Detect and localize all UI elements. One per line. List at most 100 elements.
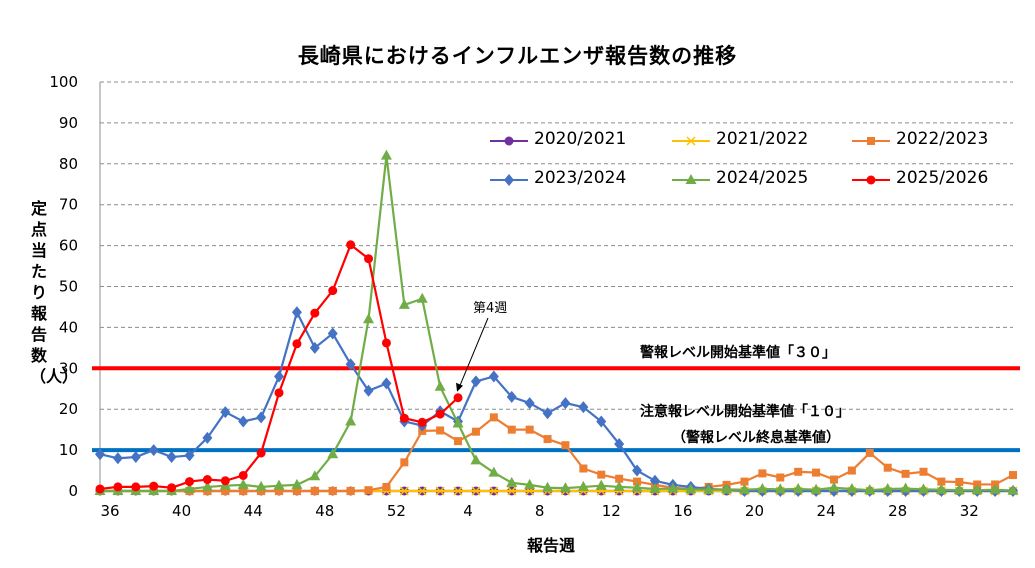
data-point-2025-2026: [131, 482, 141, 492]
data-point-2024-2025: [452, 417, 464, 428]
data-point-2024-2025: [756, 482, 768, 493]
data-point-2022-2023: [561, 441, 570, 450]
data-point-2022-2023: [400, 458, 409, 467]
data-point-2025-2026: [274, 388, 284, 398]
data-point-2024-2025: [524, 478, 536, 489]
data-point-2024-2025: [201, 480, 213, 491]
data-point-2024-2025: [184, 482, 196, 493]
data-point-2025-2026: [435, 409, 445, 419]
legend-marker-diamond: [490, 174, 528, 186]
x-tick-label: 28: [888, 502, 907, 520]
data-point-2022-2023: [221, 487, 230, 495]
data-point-2024-2025: [1007, 484, 1019, 495]
data-point-2022-2023: [776, 473, 785, 482]
y-tick-label: 90: [59, 114, 78, 132]
data-point-2022-2023: [597, 470, 606, 479]
data-point-2021-2022: [489, 486, 499, 496]
data-point-2025-2026: [292, 339, 302, 349]
data-point-2022-2023: [633, 477, 642, 486]
data-point-2023-2024: [381, 377, 392, 390]
data-point-2022-2023: [382, 482, 391, 491]
data-point-2024-2025: [345, 415, 357, 426]
data-point-2023-2024: [524, 397, 535, 410]
chart-title: 長崎県におけるインフルエンザ報告数の推移: [297, 44, 738, 68]
x-tick-label: 16: [673, 502, 692, 520]
data-point-2022-2023: [740, 477, 749, 486]
data-point-2022-2023: [471, 427, 480, 436]
x-tick-label: 8: [535, 502, 545, 520]
legend-marker-triangle: [672, 174, 710, 184]
data-point-2024-2025: [470, 454, 482, 465]
data-point-2023-2024: [274, 370, 285, 383]
data-point-2022-2023: [812, 468, 821, 477]
data-point-2022-2023: [543, 435, 552, 444]
data-point-2025-2026: [220, 476, 230, 486]
y-tick-label: 30: [59, 359, 78, 377]
y-tick-label: 80: [59, 155, 78, 173]
legend-marker: [504, 174, 514, 186]
annotation-arrow-head: [456, 382, 464, 392]
data-point-2025-2026: [328, 286, 338, 296]
data-point-2025-2026: [238, 470, 248, 480]
data-point-2022-2023: [919, 467, 928, 476]
data-point-2023-2024: [632, 464, 643, 477]
data-point-2023-2024: [130, 451, 141, 464]
data-point-2022-2023: [1009, 471, 1017, 480]
x-tick-label: 40: [172, 502, 191, 520]
legend-marker-x: [672, 136, 710, 146]
data-point-2022-2023: [847, 466, 856, 475]
data-point-2023-2024: [291, 306, 302, 319]
data-point-2024-2025: [685, 483, 697, 494]
data-point-2024-2025: [703, 483, 715, 494]
x-axis-title: 報告週: [527, 536, 576, 555]
alert-threshold-label: 警報レベル開始基準値「３０」: [640, 345, 836, 361]
data-point-2023-2024: [649, 474, 660, 487]
data-point-2023-2024: [470, 375, 481, 388]
series-2024-2025: [94, 149, 1019, 495]
data-point-2023-2024: [578, 401, 589, 414]
data-point-2023-2024: [542, 407, 553, 420]
data-point-2022-2023: [901, 469, 910, 478]
series-2025-2026: [95, 240, 463, 494]
data-point-2024-2025: [613, 480, 625, 491]
data-point-2024-2025: [416, 292, 428, 303]
data-point-2021-2022: [453, 486, 463, 496]
x-tick-label: 44: [244, 502, 263, 520]
data-point-2024-2025: [595, 479, 607, 490]
data-point-2024-2025: [273, 479, 285, 490]
data-point-2024-2025: [291, 478, 303, 489]
y-tick-label: 70: [59, 196, 78, 214]
data-point-2024-2025: [255, 480, 267, 491]
data-point-2024-2025: [828, 481, 840, 492]
data-point-2025-2026: [417, 417, 427, 427]
warning-threshold-sublabel: （警報レベル終息基準値）: [672, 430, 840, 446]
data-point-2025-2026: [310, 308, 320, 318]
legend-label: 2021/2022: [716, 129, 809, 149]
data-point-2024-2025: [577, 480, 589, 491]
data-point-2022-2023: [865, 448, 874, 457]
data-point-2021-2022: [507, 486, 517, 496]
y-tick-label: 10: [59, 441, 78, 459]
data-point-2024-2025: [953, 484, 965, 495]
data-point-2022-2023: [794, 467, 803, 476]
data-point-2022-2023: [292, 487, 301, 495]
data-point-2024-2025: [917, 483, 929, 494]
data-point-2022-2023: [328, 487, 337, 495]
data-point-2024-2025: [380, 149, 392, 160]
data-point-2023-2024: [148, 444, 159, 457]
x-tick-label: 52: [387, 502, 406, 520]
data-point-2022-2023: [310, 487, 319, 495]
data-point-2023-2024: [166, 451, 177, 464]
legend-marker-circle-red: [852, 175, 890, 185]
data-point-2024-2025: [631, 481, 643, 492]
legend-marker: [686, 136, 696, 146]
data-point-2022-2023: [507, 425, 516, 434]
data-point-2025-2026: [167, 483, 177, 493]
data-point-2022-2023: [615, 474, 624, 483]
data-point-2024-2025: [882, 482, 894, 493]
data-point-2023-2024: [596, 415, 607, 428]
data-point-2023-2024: [506, 390, 517, 403]
data-point-2022-2023: [436, 426, 445, 435]
data-point-2022-2023: [257, 487, 266, 495]
data-point-2022-2023: [829, 475, 838, 484]
